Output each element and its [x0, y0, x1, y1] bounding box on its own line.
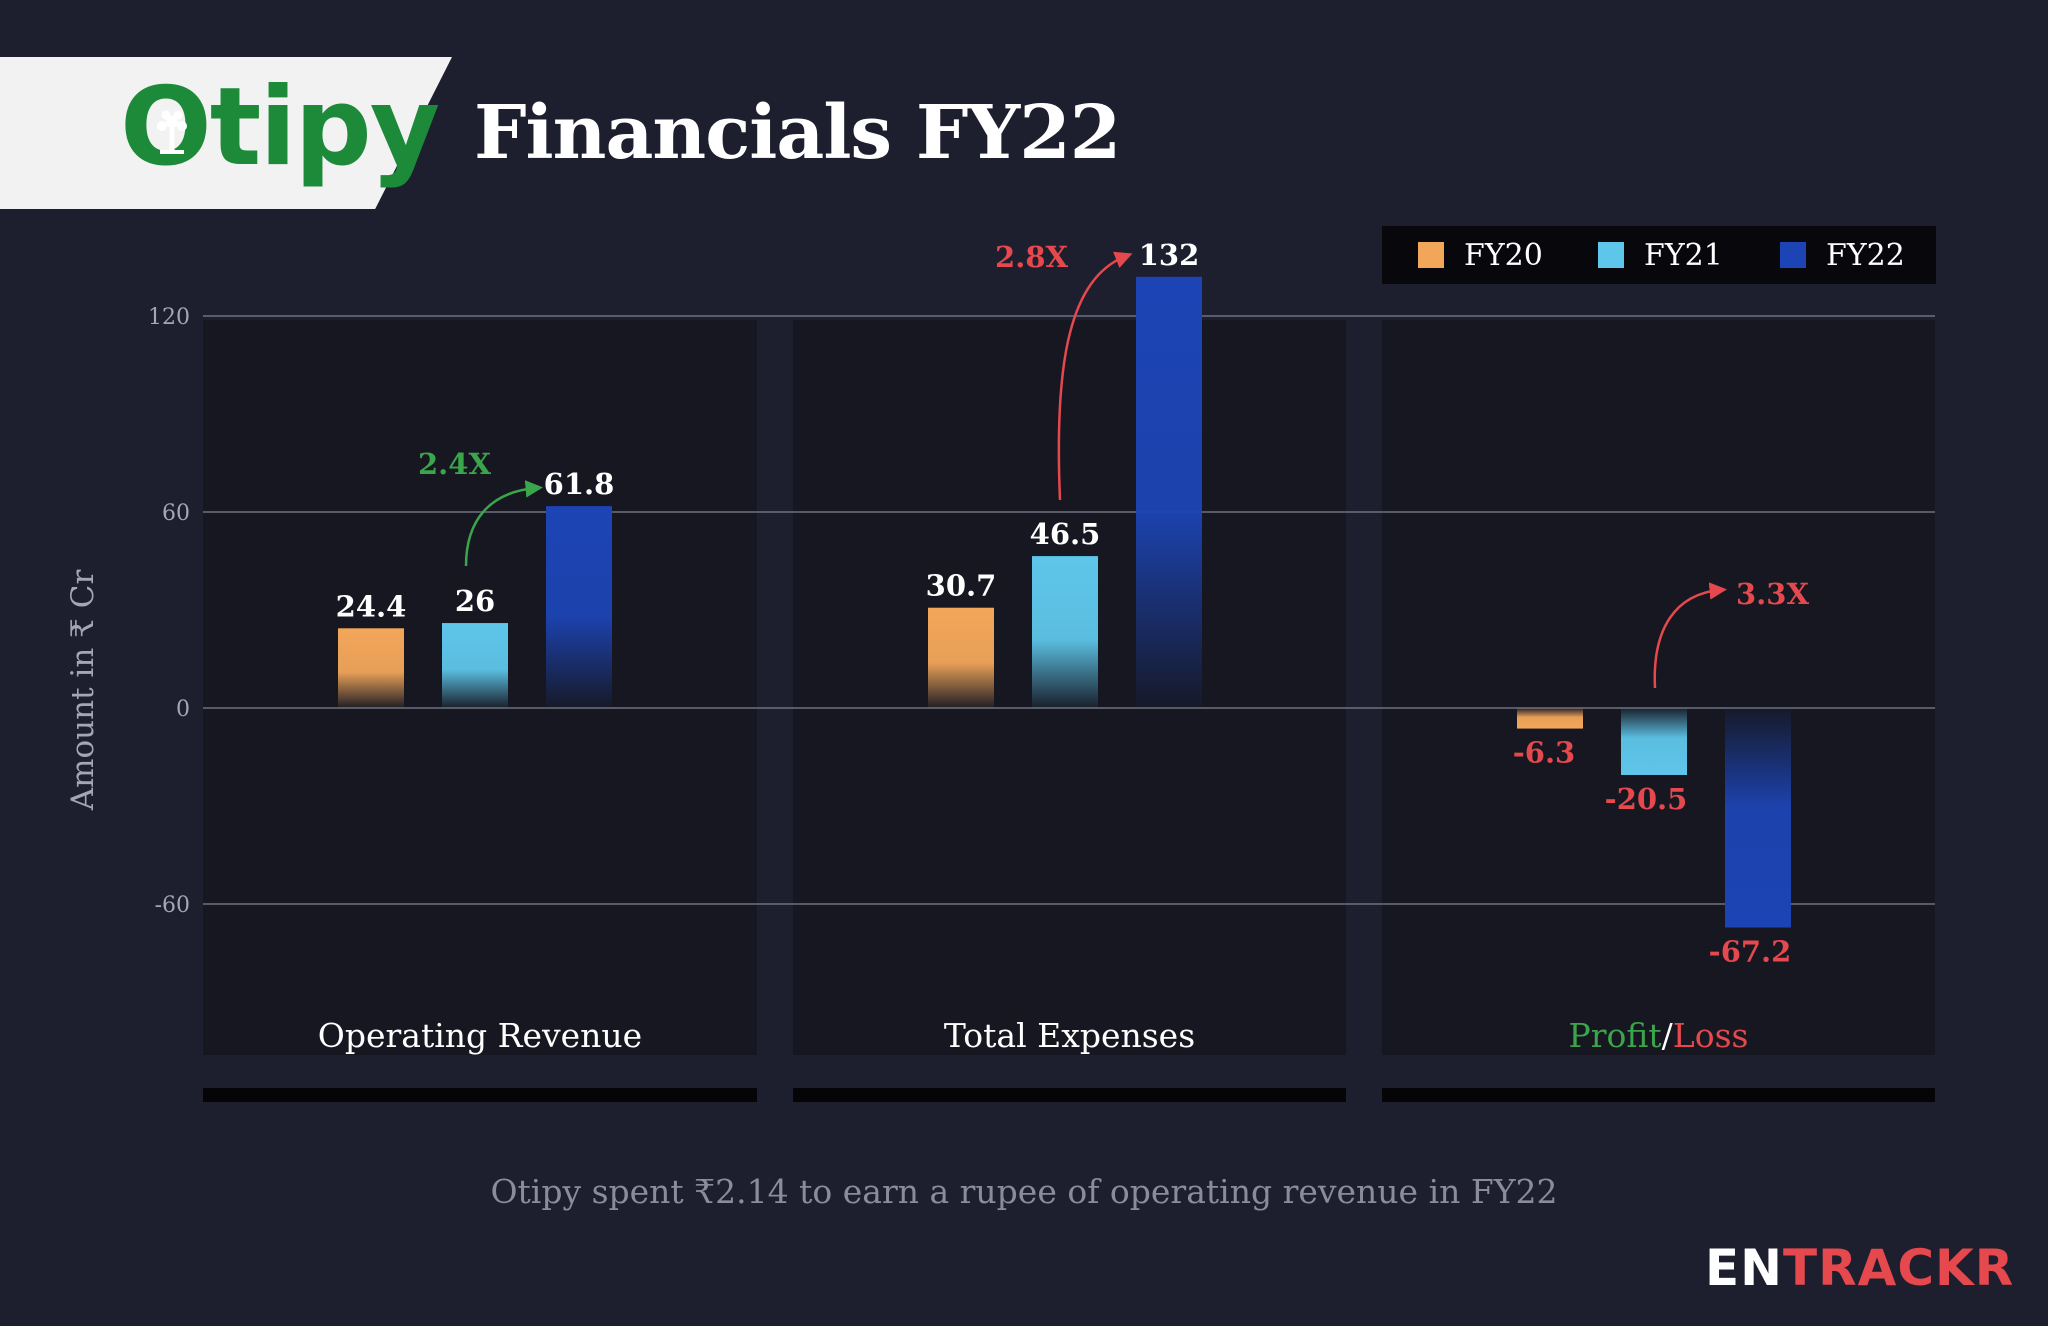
brand-part-en: EN [1705, 1239, 1784, 1297]
growth-annotation: 2.8X [995, 240, 1068, 274]
panel-profit-loss [1382, 320, 1935, 1055]
category-label-loss: Loss [1673, 1016, 1749, 1055]
category-label-profit-loss: Profit/Loss [1569, 1016, 1749, 1055]
legend-item-fy21: FY21 [1598, 226, 1723, 284]
bar-profit-loss-fy22 [1725, 708, 1791, 928]
page-title: Financials FY22 [474, 90, 1121, 176]
legend-label-fy20: FY20 [1464, 237, 1543, 273]
brand-logo: ENTRACKR [1705, 1240, 2014, 1296]
legend-item-fy20: FY20 [1418, 226, 1543, 284]
y-tick-label: 120 [148, 305, 190, 330]
panel-footer-bar [793, 1088, 1346, 1102]
bar-total-expenses-fy22 [1136, 276, 1202, 708]
legend-label-fy22: FY22 [1826, 237, 1905, 273]
bar-operating-revenue-fy20 [338, 628, 404, 708]
legend-swatch-fy20 [1418, 242, 1444, 268]
y-tick-label: 60 [162, 501, 190, 526]
logo-banner [0, 57, 452, 209]
panel-footer-bar [203, 1088, 757, 1102]
chart-caption: Otipy spent ₹2.14 to earn a rupee of ope… [490, 1172, 1558, 1211]
bar-total-expenses-fy21 [1032, 556, 1098, 708]
growth-annotation: 3.3X [1736, 577, 1809, 611]
category-label-total-expenses: Total Expenses [944, 1016, 1195, 1055]
bar-profit-loss-fy20 [1517, 708, 1583, 729]
growth-arrow [1653, 582, 1727, 689]
brand-part-trackr: TRACKR [1783, 1239, 2015, 1297]
bar-profit-loss-fy21 [1621, 708, 1687, 775]
legend-label-fy21: FY21 [1644, 237, 1723, 273]
category-label-separator: / [1662, 1016, 1674, 1055]
category-label-operating-revenue: Operating Revenue [318, 1016, 642, 1055]
y-tick-label: -60 [155, 893, 190, 918]
chart-legend: FY20 FY21 FY22 [1382, 226, 1936, 284]
bar-operating-revenue-fy22 [546, 506, 612, 708]
y-tick-label: 0 [176, 697, 190, 722]
panel-footer-bar [1382, 1088, 1935, 1102]
growth-arrow [464, 480, 543, 567]
y-axis-label: Amount in ₹ Cr [65, 570, 101, 812]
growth-annotation: 2.4X [418, 447, 491, 481]
data-label: -6.3 [1513, 736, 1576, 770]
data-label: 46.5 [1030, 517, 1101, 551]
data-label: 61.8 [544, 467, 615, 501]
legend-item-fy22: FY22 [1780, 226, 1905, 284]
data-label: 24.4 [336, 589, 407, 623]
tree-icon [157, 110, 187, 154]
bar-total-expenses-fy20 [928, 607, 994, 708]
growth-arrow [1057, 251, 1133, 501]
data-label: 132 [1139, 238, 1200, 272]
legend-swatch-fy22 [1780, 242, 1806, 268]
data-label: -20.5 [1605, 782, 1688, 816]
legend-swatch-fy21 [1598, 242, 1624, 268]
category-label-profit: Profit [1569, 1016, 1662, 1055]
data-label: -67.2 [1709, 935, 1792, 969]
data-label: 26 [455, 584, 495, 618]
data-label: 30.7 [926, 569, 997, 603]
bar-operating-revenue-fy21 [442, 623, 508, 708]
